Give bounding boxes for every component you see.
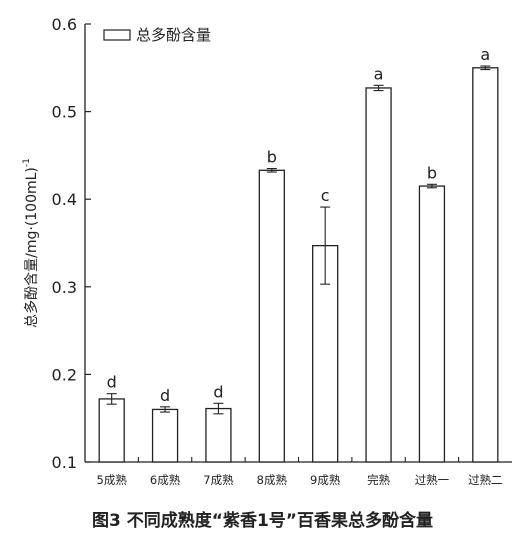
legend-swatch	[103, 29, 131, 41]
significance-label: b	[267, 148, 277, 167]
y-tick-label: 0.5	[52, 103, 77, 122]
x-tick-label: 6成熟	[150, 473, 181, 487]
bar	[151, 408, 179, 463]
figure-caption: 图3 不同成熟度“紫香1号”百香果总多酚含量	[92, 511, 433, 531]
x-tick-label: 7成熟	[203, 473, 234, 487]
significance-label: a	[480, 45, 490, 64]
y-axis-title: 总多酚含量/mg·(100mL)-1	[22, 158, 40, 328]
x-axis: 5成熟 6成熟 7成熟 8成熟 9成熟 完熟 过熟一 过熟二	[85, 457, 512, 487]
bar	[418, 185, 446, 463]
bar	[258, 169, 285, 463]
y-tick-label: 0.4	[52, 190, 77, 209]
significance-label: b	[427, 163, 437, 182]
polyphenol-bar-chart: 0.1 0.2 0.3 0.4 0.5 0.6 5成熟 6成熟 7成熟 8成熟 9成熟 完熟 过熟一 过…	[22, 15, 512, 487]
x-tick-label: 过熟二	[468, 473, 503, 487]
x-tick-label: 5成熟	[97, 473, 128, 487]
bar	[365, 87, 392, 463]
significance-label: d	[160, 386, 170, 405]
bars: d d d b c a b a	[98, 45, 499, 463]
y-axis-title-main: 总多酚含量/mg·(100mL)	[23, 167, 40, 328]
significance-label: d	[107, 373, 117, 392]
y-axis: 0.1 0.2 0.3 0.4 0.5 0.6	[52, 15, 91, 472]
bar	[472, 67, 499, 463]
significance-label: c	[321, 186, 330, 205]
significance-label: d	[213, 382, 223, 401]
x-tick-label: 过熟一	[415, 473, 450, 487]
legend-label: 总多酚含量	[136, 26, 211, 44]
legend: 总多酚含量	[103, 26, 211, 44]
y-axis-title-superscript: -1	[22, 158, 32, 167]
x-tick-label: 8成熟	[257, 473, 288, 487]
bar	[98, 398, 125, 463]
y-tick-label: 0.6	[52, 15, 77, 34]
y-tick-label: 0.2	[52, 365, 77, 384]
significance-label: a	[374, 64, 384, 83]
x-tick-label: 9成熟	[310, 473, 341, 487]
bar	[205, 407, 232, 463]
y-tick-label: 0.3	[52, 278, 77, 297]
x-tick-label: 完熟	[367, 473, 390, 487]
y-tick-label: 0.1	[52, 453, 77, 472]
